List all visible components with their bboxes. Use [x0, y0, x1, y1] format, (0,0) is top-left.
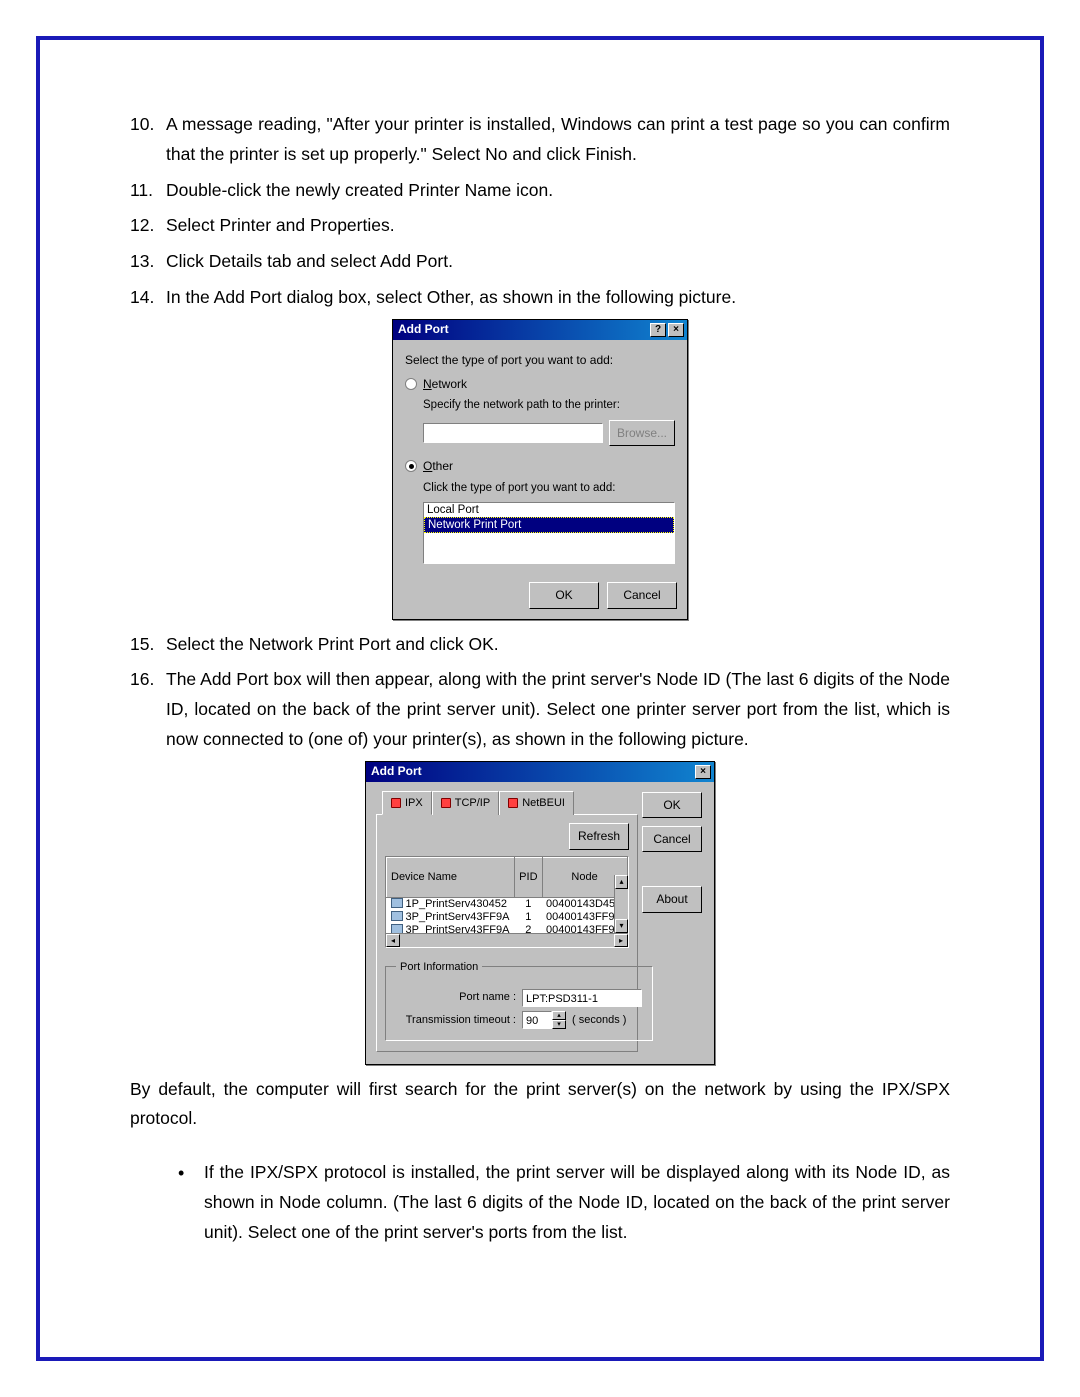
- add-port-dialog-1: Add Port ? × Select the type of port you…: [392, 319, 688, 620]
- add-port-dialog-2: Add Port × OK Cancel About: [365, 761, 715, 1065]
- scroll-up-icon[interactable]: ▴: [615, 875, 628, 889]
- default-search-paragraph: By default, the computer will first sear…: [130, 1075, 950, 1135]
- close-icon[interactable]: ×: [668, 323, 684, 337]
- spin-up-icon[interactable]: ▴: [552, 1011, 566, 1020]
- cancel-button[interactable]: Cancel: [642, 826, 702, 852]
- step-list: A message reading, "After your printer i…: [130, 110, 950, 313]
- port-name-label: Port name :: [396, 988, 516, 1007]
- network-sublabel: Specify the network path to the printer:: [423, 396, 675, 416]
- dialog-title: Add Port: [369, 761, 422, 781]
- refresh-button[interactable]: Refresh: [569, 823, 629, 849]
- list-item-selected[interactable]: Network Print Port: [424, 517, 674, 533]
- horizontal-scrollbar[interactable]: ◂ ▸: [386, 933, 628, 947]
- other-sublabel: Click the type of port you want to add:: [423, 479, 675, 499]
- tabs: IPX TCP/IP NetBEUI: [382, 790, 638, 815]
- vertical-scrollbar[interactable]: ▴ ▾: [614, 875, 628, 933]
- step-14: In the Add Port dialog box, select Other…: [130, 283, 950, 313]
- titlebar: Add Port ×: [366, 762, 714, 782]
- pin-icon: [508, 798, 518, 808]
- tab-ipx[interactable]: IPX: [382, 791, 432, 816]
- tab-netbeui[interactable]: NetBEUI: [499, 791, 574, 816]
- page-content: A message reading, "After your printer i…: [130, 110, 950, 1247]
- tab-tcpip[interactable]: TCP/IP: [432, 791, 499, 816]
- port-info-legend: Port Information: [396, 958, 482, 977]
- help-icon[interactable]: ?: [650, 323, 666, 337]
- close-icon[interactable]: ×: [695, 765, 711, 779]
- device-icon: [391, 911, 403, 921]
- port-name-input[interactable]: LPT:PSD311-1: [522, 989, 642, 1007]
- ok-button[interactable]: OK: [529, 582, 599, 608]
- port-information-group: Port Information Port name : LPT:PSD311-…: [385, 958, 653, 1041]
- titlebar: Add Port ? ×: [393, 320, 687, 340]
- browse-button[interactable]: Browse...: [609, 420, 675, 446]
- network-path-input[interactable]: [423, 423, 603, 443]
- ok-button[interactable]: OK: [642, 792, 702, 818]
- dialog-title: Add Port: [396, 319, 449, 339]
- radio-other-label: Other: [423, 456, 453, 476]
- scroll-left-icon[interactable]: ◂: [386, 934, 400, 947]
- step-10: A message reading, "After your printer i…: [130, 110, 950, 170]
- step-16: The Add Port box will then appear, along…: [130, 665, 950, 754]
- select-type-label: Select the type of port you want to add:: [405, 350, 675, 370]
- bullet-ipx-installed: If the IPX/SPX protocol is installed, th…: [178, 1158, 950, 1247]
- timeout-input[interactable]: 90: [522, 1011, 552, 1029]
- radio-icon: [405, 460, 417, 472]
- list-item[interactable]: Local Port: [424, 503, 674, 517]
- step-11: Double-click the newly created Printer N…: [130, 176, 950, 206]
- spin-down-icon[interactable]: ▾: [552, 1020, 566, 1029]
- col-pid[interactable]: PID: [515, 857, 542, 897]
- pin-icon: [391, 798, 401, 808]
- timeout-unit: ( seconds ): [572, 1011, 626, 1030]
- table-row[interactable]: 3P_PrintServ43FF9A100400143FF9A6.0: [387, 911, 630, 924]
- cancel-button[interactable]: Cancel: [607, 582, 677, 608]
- step-12: Select Printer and Properties.: [130, 211, 950, 241]
- table-row[interactable]: 1P_PrintServ430452100400143D4525.0: [387, 898, 630, 912]
- radio-icon: [405, 378, 417, 390]
- step-15: Select the Network Print Port and click …: [130, 630, 950, 660]
- port-type-listbox[interactable]: Local Port Network Print Port: [423, 502, 675, 564]
- radio-network[interactable]: Network: [405, 374, 675, 394]
- step-13: Click Details tab and select Add Port.: [130, 247, 950, 277]
- about-button[interactable]: About: [642, 886, 702, 912]
- scroll-down-icon[interactable]: ▾: [615, 919, 628, 933]
- timeout-stepper[interactable]: 90 ▴ ▾: [522, 1011, 566, 1029]
- bullet-list: If the IPX/SPX protocol is installed, th…: [130, 1158, 950, 1247]
- pin-icon: [441, 798, 451, 808]
- timeout-label: Transmission timeout :: [396, 1011, 516, 1030]
- col-device[interactable]: Device Name: [387, 857, 515, 897]
- scroll-right-icon[interactable]: ▸: [614, 934, 628, 947]
- radio-other[interactable]: Other: [405, 456, 675, 476]
- device-icon: [391, 898, 403, 908]
- radio-network-label: Network: [423, 374, 467, 394]
- step-list-2: Select the Network Print Port and click …: [130, 630, 950, 755]
- device-table[interactable]: Device Name PID Node Vers ▲ 1P_PrintServ…: [385, 856, 629, 948]
